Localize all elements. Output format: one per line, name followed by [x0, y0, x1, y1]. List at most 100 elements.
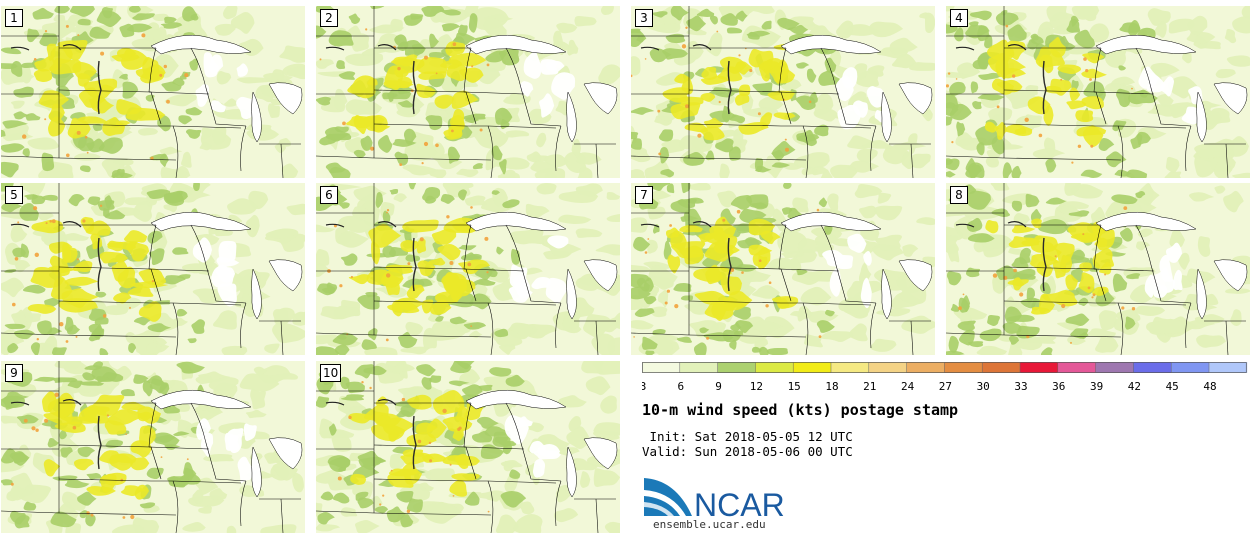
reservoir-line — [10, 46, 30, 51]
colorbar-tick-label: 27 — [939, 380, 952, 392]
lake-superior — [1095, 212, 1197, 232]
member-number: 2 — [320, 9, 338, 27]
state-borders — [631, 6, 931, 178]
colorbar-segment — [1209, 362, 1248, 373]
member-panel: 3 — [631, 6, 935, 178]
lake-huron — [583, 437, 618, 470]
lake-michigan — [1196, 268, 1207, 320]
lake-huron — [583, 82, 618, 115]
member-number: 8 — [950, 186, 968, 204]
lake-michigan — [251, 446, 262, 498]
reservoir-line — [10, 401, 30, 406]
valid-time: Valid: Sun 2018-05-06 00 UTC — [642, 444, 853, 459]
member-number: 5 — [5, 186, 23, 204]
colorbar-segment — [679, 362, 718, 373]
member-panel: 6 — [316, 183, 620, 355]
wind-speed-map — [1, 183, 305, 355]
wind-speed-map — [1, 6, 305, 178]
colorbar-tick-label: 42 — [1128, 380, 1141, 392]
member-panel: 7 — [631, 183, 935, 355]
great-lakes — [465, 212, 618, 320]
river-line — [727, 237, 732, 292]
lake-michigan — [881, 268, 892, 320]
colorbar-segment — [642, 362, 681, 373]
member-number: 6 — [320, 186, 338, 204]
lake-superior — [1095, 35, 1197, 55]
member-panel: 10 — [316, 361, 620, 533]
colorbar-tick-label: 48 — [1203, 380, 1216, 392]
lake-michigan — [1196, 91, 1207, 143]
lake-superior — [150, 390, 252, 410]
ncar-logo: NCAR — [644, 478, 785, 523]
river-line — [97, 415, 102, 470]
lake-michigan — [566, 446, 577, 498]
state-borders — [316, 361, 616, 533]
lake-huron — [1213, 259, 1248, 292]
wind-field — [1, 6, 305, 178]
wind-field — [946, 6, 1250, 178]
colorbar-segment — [868, 362, 907, 373]
colorbar-tick-label: 3 — [642, 380, 646, 392]
wind-speed-map — [946, 6, 1250, 178]
lake-huron — [268, 437, 303, 470]
great-lakes — [1095, 212, 1248, 320]
great-lakes — [150, 35, 303, 143]
colorbar-tick-label: 18 — [825, 380, 838, 392]
reservoir-line — [692, 44, 712, 51]
wind-speed-map — [946, 183, 1250, 355]
lake-michigan — [251, 91, 262, 143]
wind-speed-map — [631, 6, 935, 178]
colorbar-tick-label: 24 — [901, 380, 915, 392]
member-number: 7 — [635, 186, 653, 204]
colorbar-segment — [1095, 362, 1134, 373]
reservoir-line — [377, 44, 397, 51]
lake-huron — [898, 259, 933, 292]
wind-field — [316, 6, 620, 178]
logo-url: ensemble.ucar.edu — [653, 518, 766, 531]
member-panel: 8 — [946, 183, 1250, 355]
great-lakes — [780, 212, 933, 320]
state-borders — [946, 183, 1246, 355]
river-line — [412, 237, 417, 292]
reservoir-line — [325, 401, 345, 406]
member-panel: 1 — [1, 6, 305, 178]
lake-superior — [150, 212, 252, 232]
reservoir-line — [62, 44, 82, 51]
wind-speed-colorbar: 3 6 9 12 15 18 21 24 27 30 33 36 39 42 45 48 — [642, 362, 1248, 392]
river-line — [97, 237, 102, 292]
state-borders — [1, 6, 301, 178]
great-lakes — [465, 35, 618, 143]
colorbar-tick-label: 12 — [750, 380, 763, 392]
river-line — [1042, 237, 1047, 292]
wind-field — [1, 361, 304, 533]
wind-speed-map — [316, 361, 620, 533]
colorbar-segment — [982, 362, 1021, 373]
lake-huron — [1213, 82, 1248, 115]
river-line — [1042, 60, 1047, 115]
member-number: 4 — [950, 9, 968, 27]
lake-superior — [150, 35, 252, 55]
wind-speed-map — [316, 6, 620, 178]
reservoir-line — [640, 223, 660, 228]
lake-michigan — [566, 268, 577, 320]
reservoir-line — [325, 223, 345, 228]
colorbar-segment — [1171, 362, 1210, 373]
member-number: 10 — [320, 364, 342, 382]
colorbar-tick-label: 36 — [1052, 380, 1065, 392]
colorbar-tick-label: 39 — [1090, 380, 1103, 392]
colorbar-segment — [793, 362, 832, 373]
colorbar-segment — [717, 362, 756, 373]
reservoir-line — [955, 223, 975, 228]
great-lakes — [150, 390, 303, 498]
great-lakes — [150, 212, 303, 320]
reservoir-line — [62, 399, 82, 406]
member-panel: 4 — [946, 6, 1250, 178]
product-title: 10-m wind speed (kts) postage stamp — [642, 401, 959, 419]
colorbar-segment — [831, 362, 870, 373]
river-line — [412, 415, 417, 470]
river-line — [97, 60, 102, 115]
state-borders — [946, 6, 1246, 178]
colorbar-tick-label: 21 — [863, 380, 876, 392]
lake-superior — [465, 212, 567, 232]
reservoir-line — [325, 46, 345, 51]
